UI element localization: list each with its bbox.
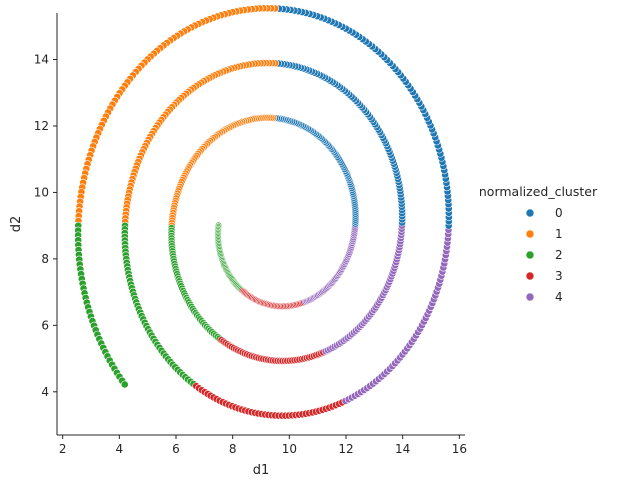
scatter-point: [120, 380, 129, 389]
legend-label: 0: [555, 206, 563, 220]
legend-label: 1: [555, 227, 563, 241]
legend-title: normalized_cluster: [479, 184, 598, 199]
x-tick-label: 16: [452, 442, 467, 456]
legend-marker: [525, 271, 535, 281]
y-tick-label: 6: [41, 318, 49, 332]
legend-label: 3: [555, 269, 563, 283]
x-ticks: 2 4 6 8 10 12 14 16: [59, 435, 467, 456]
x-tick-label: 6: [172, 442, 180, 456]
y-tick-label: 14: [34, 53, 49, 67]
legend-marker: [525, 292, 535, 302]
legend-marker: [525, 208, 535, 218]
points-layer: [74, 4, 453, 420]
x-tick-label: 8: [229, 442, 237, 456]
x-tick-label: 2: [59, 442, 67, 456]
y-tick-label: 10: [34, 185, 49, 199]
legend-marker: [525, 250, 535, 260]
legend: normalized_cluster 0 1 2 3 4: [479, 184, 598, 304]
y-tick-label: 12: [34, 119, 49, 133]
x-tick-label: 10: [282, 442, 297, 456]
x-tick-label: 4: [116, 442, 124, 456]
legend-items: 0 1 2 3 4: [525, 206, 563, 304]
x-axis-label: d1: [253, 463, 270, 478]
y-tick-label: 8: [41, 252, 49, 266]
y-tick-label: 4: [41, 385, 49, 399]
x-tick-label: 12: [338, 442, 353, 456]
y-axis-label: d2: [9, 216, 24, 233]
x-tick-label: 14: [395, 442, 410, 456]
legend-marker: [525, 229, 535, 239]
y-ticks: 4 6 8 10 12 14: [34, 53, 57, 399]
legend-label: 2: [555, 248, 563, 262]
legend-label: 4: [555, 290, 563, 304]
